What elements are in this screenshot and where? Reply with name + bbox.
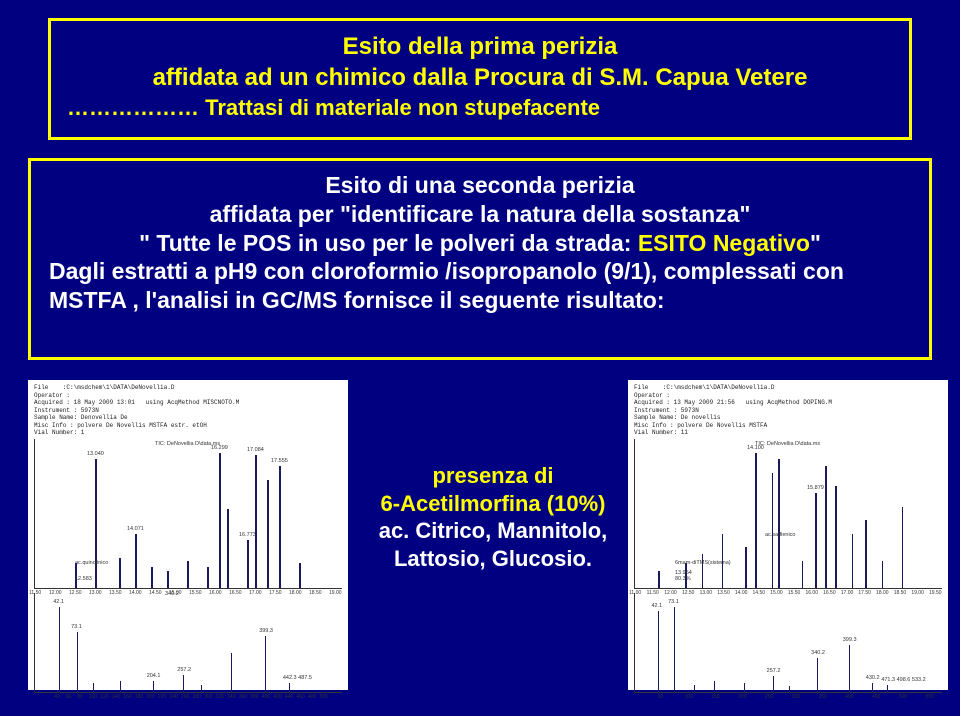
mid-l3c: ": [810, 230, 821, 256]
left-chart: File :C:\msdchem\1\DATA\DeNovellia.D Ope…: [28, 380, 348, 690]
top-line2: affidata ad un chimico dalla Procura di …: [67, 62, 893, 93]
mid-box: Esito di una seconda perizia affidata pe…: [28, 158, 932, 360]
mid-l3a: " Tutte le POS in uso per le polveri da …: [139, 230, 638, 256]
mid-l3b: ESITO Negativo: [638, 230, 810, 256]
top-line3: ……………… Trattasi di materiale non stupefa…: [67, 95, 893, 121]
result-box: presenza di 6-Acetilmorfina (10%) ac. Ci…: [368, 462, 618, 602]
result-l1: presenza di: [368, 462, 618, 490]
result-l2: 6-Acetilmorfina (10%): [368, 490, 618, 518]
left-ms-label: 340.2: [165, 591, 179, 597]
mid-l4: Dagli estratti a pH9 con cloroformio /is…: [49, 257, 911, 315]
left-chromatogram: TIC: DeNovellia D\data.ms 13.04014.07116…: [34, 439, 342, 589]
mid-l2: affidata per "identificare la natura del…: [49, 200, 911, 229]
result-l4: Lattosio, Glucosio.: [368, 545, 618, 573]
left-header: File :C:\msdchem\1\DATA\DeNovellia.D Ope…: [28, 380, 348, 439]
right-tic-label: TIC: DeNovellia D\data.ms: [755, 441, 820, 447]
right-mass-spectrum: 42.173.1257.2340.2399.3430.2471.3 498.6 …: [634, 593, 942, 693]
mid-l2b: "identificare la natura della sostanza": [340, 201, 750, 227]
top-line1: Esito della prima perizia: [67, 31, 893, 62]
top-box: Esito della prima perizia affidata ad un…: [48, 18, 912, 140]
right-header: File :C:\msdchem\1\DATA\DeNovellia.D Ope…: [628, 380, 948, 439]
left-mass-spectrum: 340.2 42.173.1204.1257.2399.3442.3 487.5…: [34, 593, 342, 693]
mid-l2a: affidata per: [210, 201, 340, 227]
result-l3: ac. Citrico, Mannitolo,: [368, 517, 618, 545]
right-chart: File :C:\msdchem\1\DATA\DeNovellia.D Ope…: [628, 380, 948, 690]
mid-l1: Esito di una seconda perizia: [49, 171, 911, 200]
right-chromatogram: TIC: DeNovellia D\data.ms 14.10015.87911…: [634, 439, 942, 589]
mid-l3: " Tutte le POS in uso per le polveri da …: [49, 229, 911, 258]
